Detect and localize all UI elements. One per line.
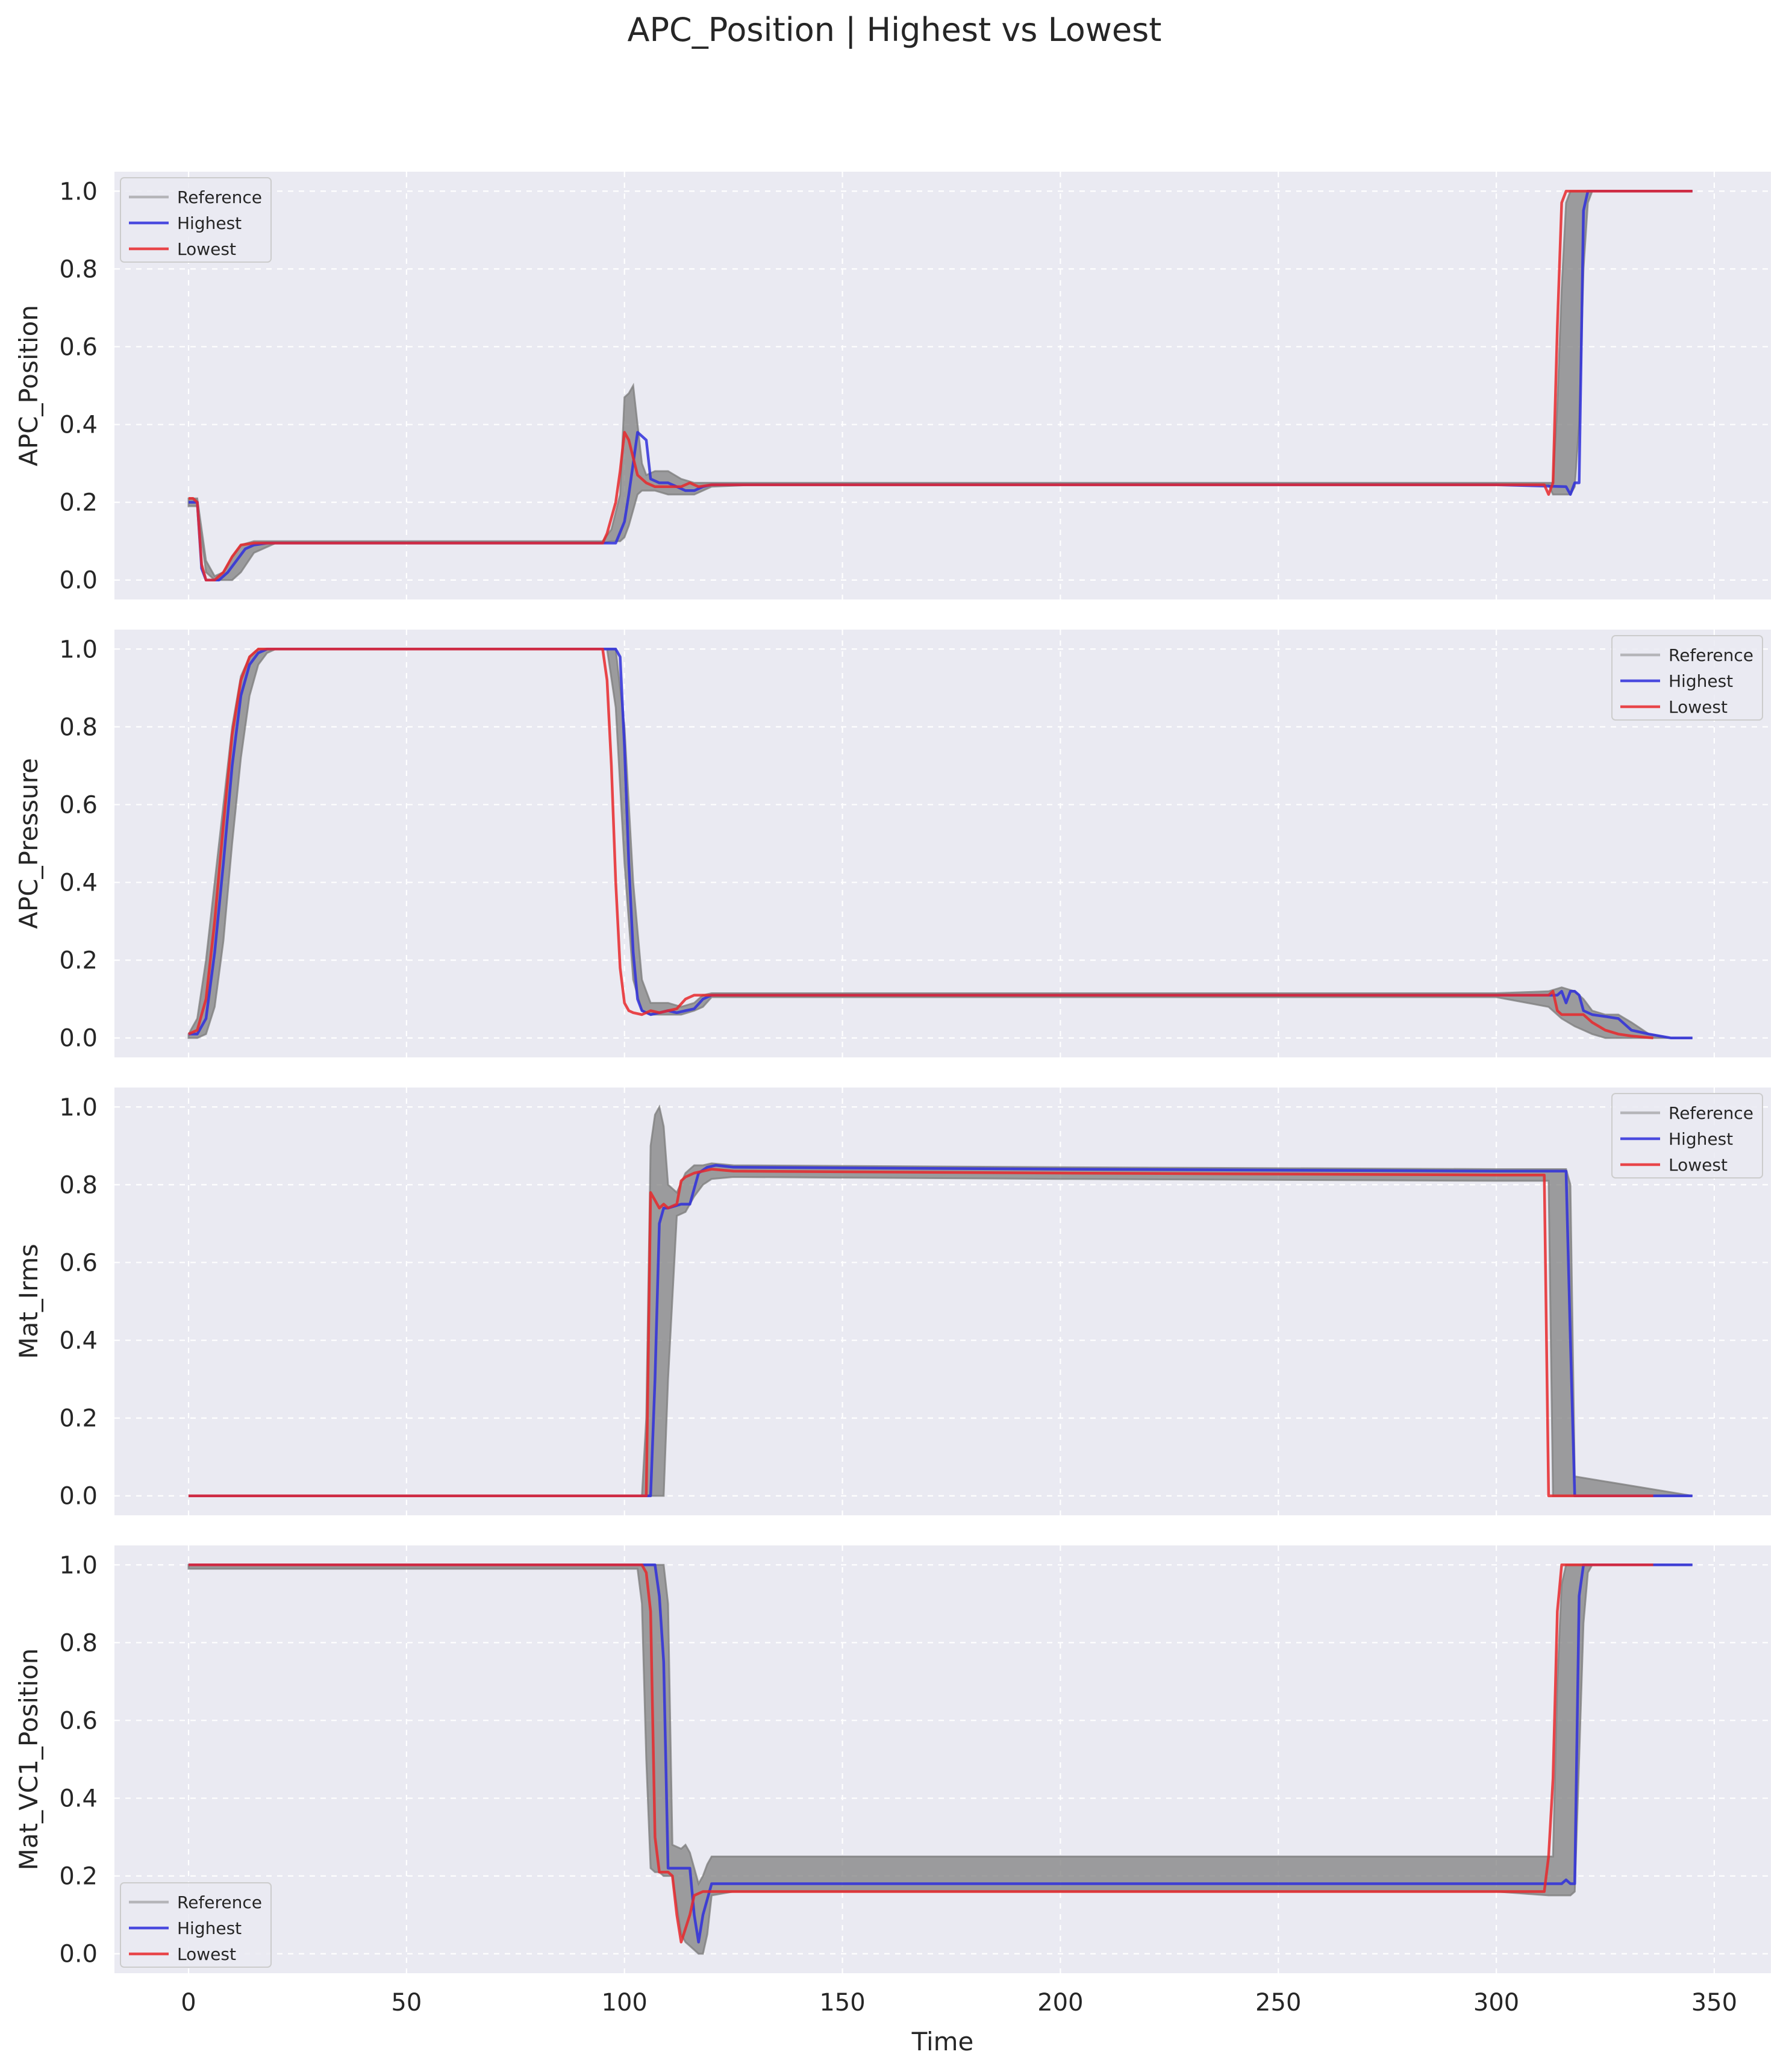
y-axis-label: Mat_VC1_Position xyxy=(14,1648,43,1871)
legend-label-reference: Reference xyxy=(1669,645,1753,665)
legend-label-lowest: Lowest xyxy=(1669,1155,1728,1175)
plot-background xyxy=(114,630,1771,1057)
x-tick-label: 200 xyxy=(1037,1989,1083,2017)
x-tick-label: 0 xyxy=(181,1989,196,2017)
legend-label-reference: Reference xyxy=(177,1892,262,1912)
y-tick-label: 0.4 xyxy=(59,412,98,439)
y-tick-label: 0.4 xyxy=(59,1785,98,1813)
x-tick-label: 50 xyxy=(391,1989,422,2017)
y-tick-label: 1.0 xyxy=(59,1551,98,1579)
series-line-lowest xyxy=(189,1563,1653,1944)
y-tick-label: 0.6 xyxy=(59,1707,98,1735)
y-tick-label: 0.6 xyxy=(59,791,98,819)
x-tick-label: 300 xyxy=(1473,1989,1519,2017)
series-line-lowest xyxy=(189,190,1693,581)
y-tick-label: 0.8 xyxy=(59,1629,98,1657)
y-tick-label: 0.0 xyxy=(59,567,98,595)
legend: Reference Highest Lowest xyxy=(120,177,272,263)
legend-label-lowest: Lowest xyxy=(177,1944,236,1964)
legend-label-reference: Reference xyxy=(1669,1103,1753,1123)
legend: Reference Highest Lowest xyxy=(120,1882,272,1968)
x-axis-label: Time xyxy=(911,2027,974,2056)
series-line-highest xyxy=(189,190,1693,581)
legend-label-highest: Highest xyxy=(177,1918,242,1938)
y-tick-label: 0.0 xyxy=(59,1941,98,1968)
legend-box xyxy=(120,177,272,263)
plot-background xyxy=(114,172,1771,599)
y-tick-label: 0.2 xyxy=(59,1863,98,1891)
y-tick-label: 0.2 xyxy=(59,1405,98,1433)
series-line-highest xyxy=(189,1563,1693,1944)
legend-box xyxy=(1611,1093,1763,1178)
y-tick-label: 0.6 xyxy=(59,333,98,361)
subplot-1: 0.0 0.2 0.4 0.6 0.8 1.0 APC_Position Reference H… xyxy=(14,172,1771,599)
y-tick-label: 0.8 xyxy=(59,713,98,741)
series-line-lowest xyxy=(189,1168,1653,1497)
y-tick-label: 0.8 xyxy=(59,255,98,283)
y-tick-label: 0.4 xyxy=(59,1327,98,1355)
x-tick-label: 250 xyxy=(1255,1989,1301,2017)
legend-box xyxy=(120,1882,272,1968)
legend-label-lowest: Lowest xyxy=(177,239,236,259)
figure-title: APC_Position | Highest vs Lowest xyxy=(627,11,1162,49)
y-tick-label: 0.6 xyxy=(59,1249,98,1277)
plot-background xyxy=(114,1545,1771,1973)
legend-label-reference: Reference xyxy=(177,187,262,207)
x-tick-label: 100 xyxy=(602,1989,648,2017)
legend: Reference Highest Lowest xyxy=(1611,635,1763,721)
subplot-4: 0.0 0.2 0.4 0.6 0.8 1.0 Mat_VC1_Position 0 50 100… xyxy=(14,1545,1771,2056)
legend-label-highest: Highest xyxy=(1669,1129,1733,1149)
y-tick-label: 0.0 xyxy=(59,1025,98,1053)
legend: Reference Highest Lowest xyxy=(1611,1093,1763,1178)
y-tick-label: 0.4 xyxy=(59,869,98,897)
subplot-2: 0.0 0.2 0.4 0.6 0.8 1.0 APC_Pressure Reference H… xyxy=(14,630,1771,1057)
x-tick-label: 150 xyxy=(819,1989,865,2017)
y-tick-label: 0.8 xyxy=(59,1171,98,1199)
subplot-3: 0.0 0.2 0.4 0.6 0.8 1.0 Mat_Irms Reference Highe… xyxy=(14,1088,1771,1515)
legend-box xyxy=(1611,635,1763,721)
y-tick-label: 1.0 xyxy=(59,178,98,205)
x-tick-label: 350 xyxy=(1691,1989,1737,2017)
y-tick-label: 1.0 xyxy=(59,636,98,663)
y-tick-label: 0.2 xyxy=(59,947,98,975)
y-axis-label: APC_Position xyxy=(14,305,43,466)
plot-background xyxy=(114,1088,1771,1515)
legend-label-highest: Highest xyxy=(177,213,242,233)
y-axis-label: Mat_Irms xyxy=(14,1244,43,1359)
y-tick-label: 0.2 xyxy=(59,489,98,517)
y-tick-label: 1.0 xyxy=(59,1094,98,1121)
y-tick-label: 0.0 xyxy=(59,1483,98,1510)
y-axis-label: APC_Pressure xyxy=(14,758,43,929)
series-line-lowest xyxy=(188,648,1653,1039)
legend-label-highest: Highest xyxy=(1669,671,1733,691)
legend-label-lowest: Lowest xyxy=(1669,697,1728,717)
